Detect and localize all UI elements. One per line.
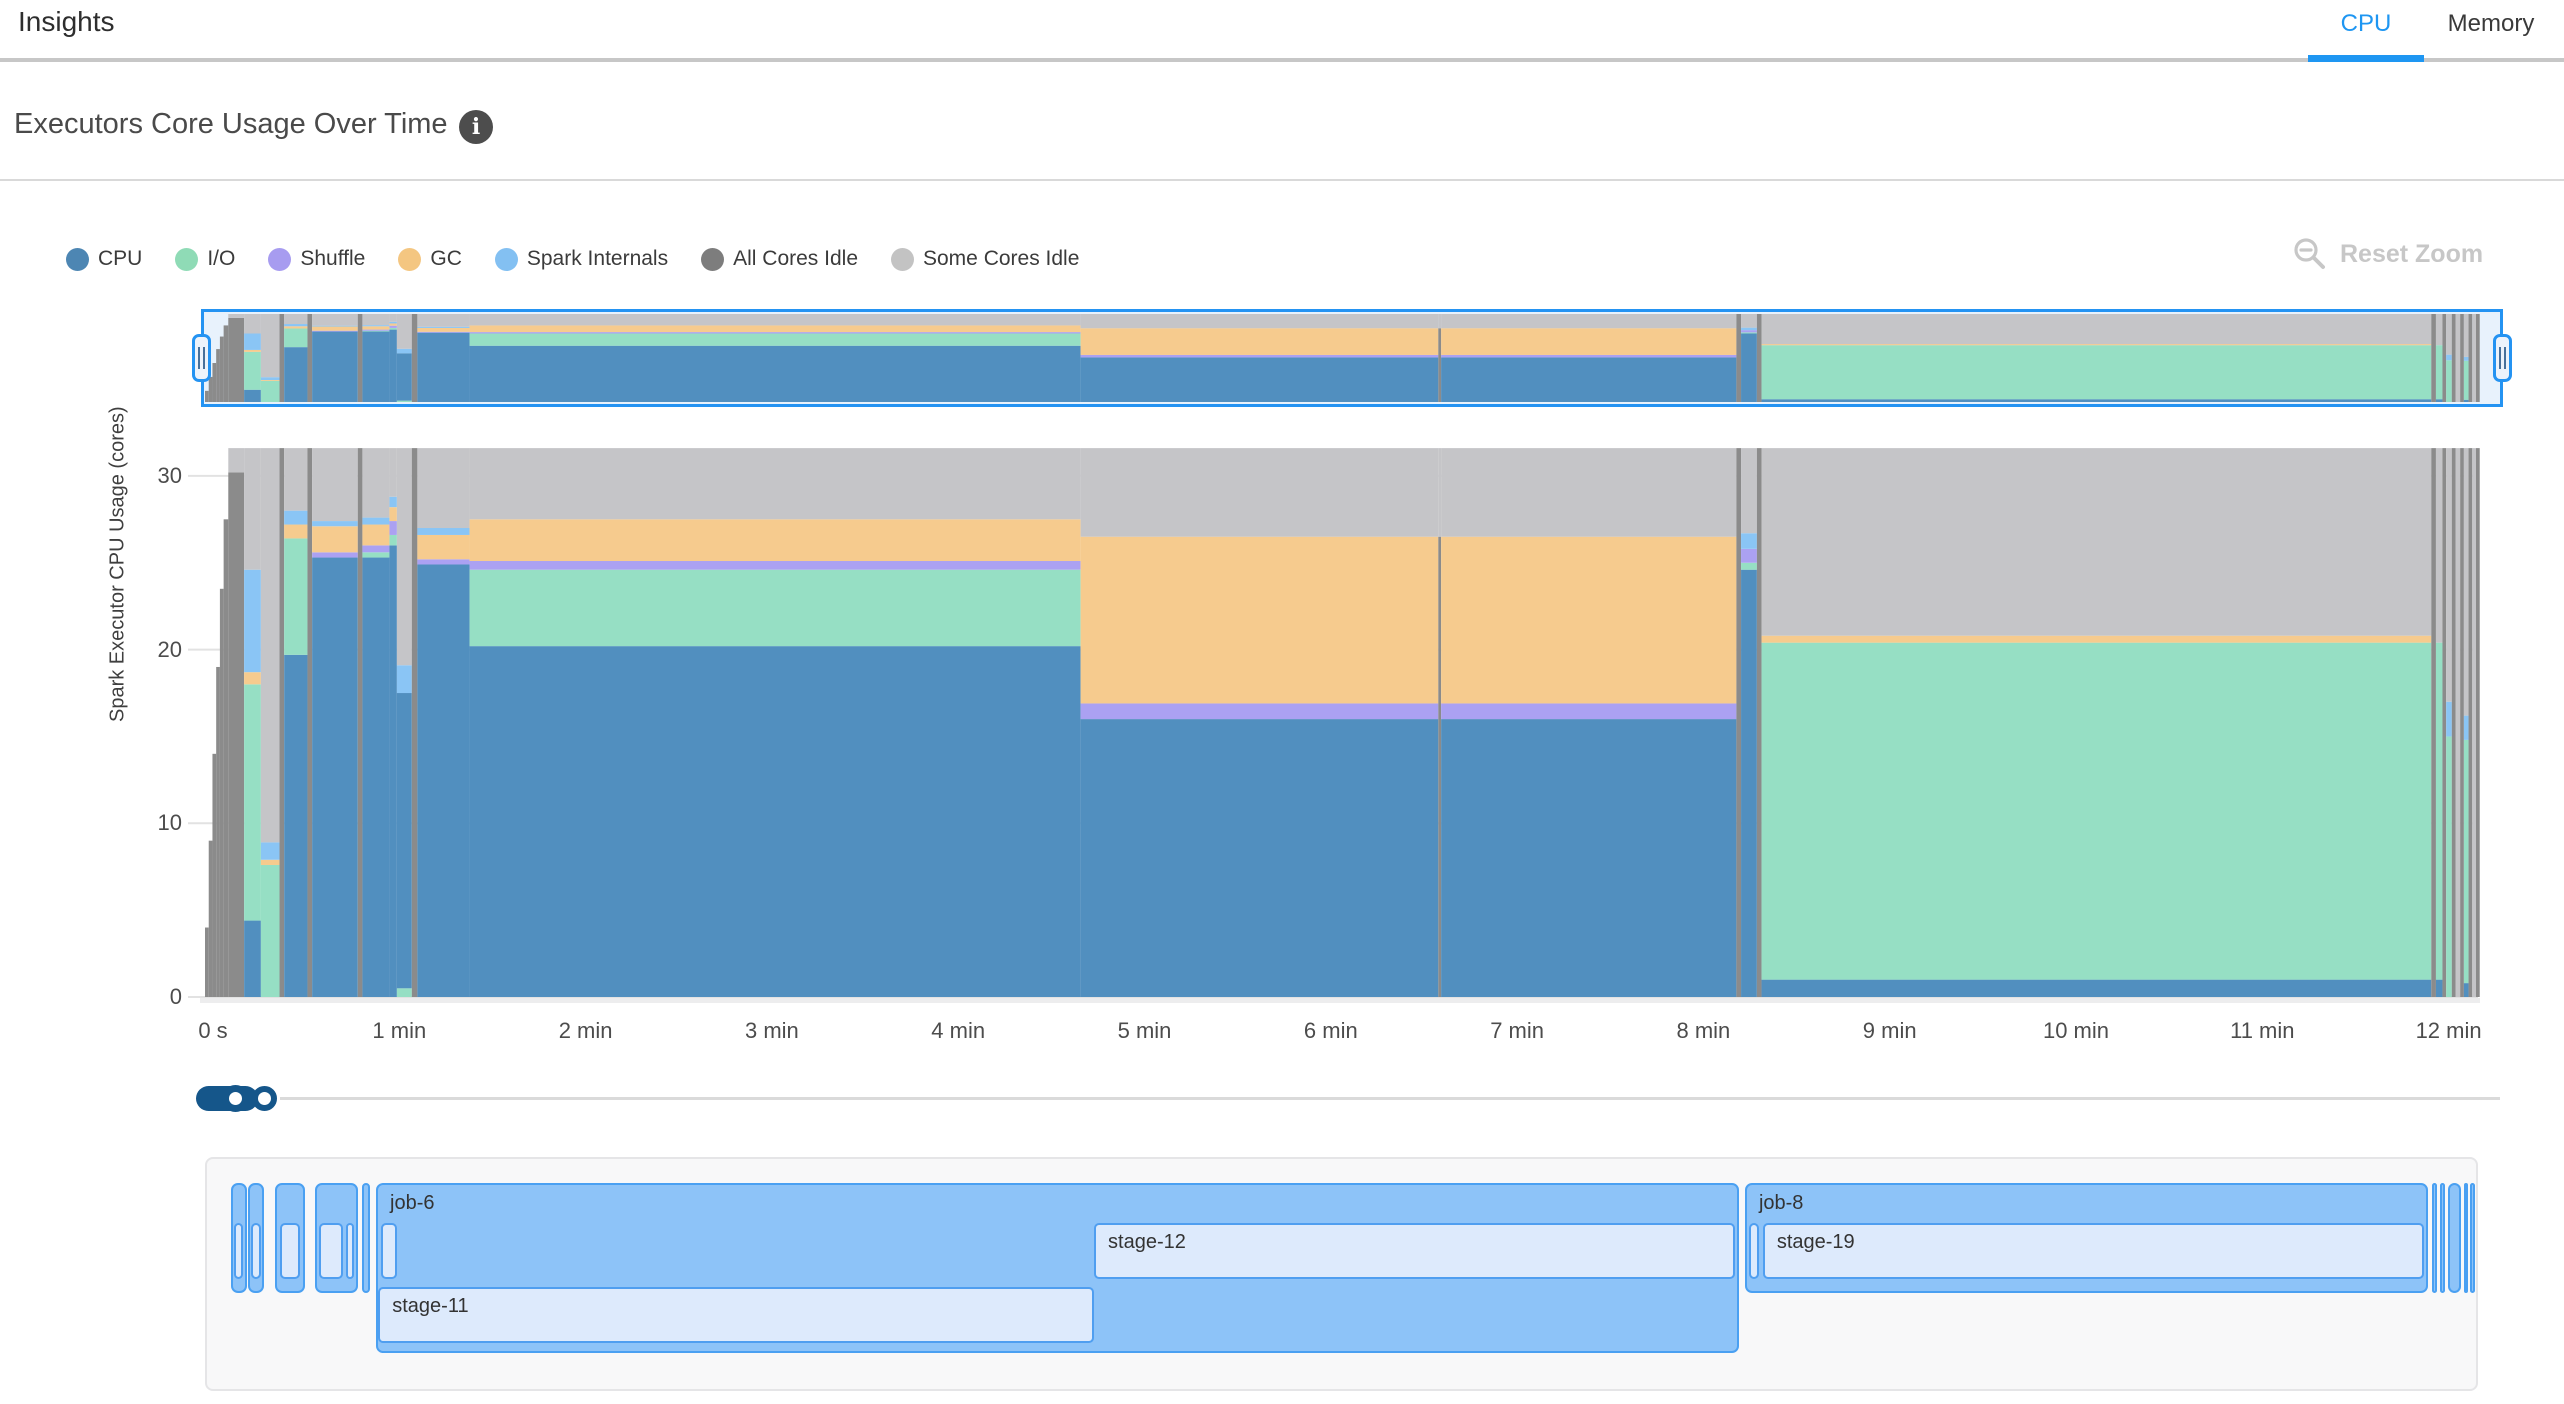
legend-item-allIdle[interactable]: All Cores Idle <box>701 247 858 271</box>
page-title: Insights <box>18 6 115 37</box>
stage-label: stage-11 <box>392 1295 469 1317</box>
legend-label: I/O <box>207 247 236 270</box>
info-icon[interactable]: i <box>459 110 493 144</box>
job-bar[interactable] <box>2432 1183 2438 1293</box>
x-tick-3: 3 min <box>744 1018 799 1043</box>
job-bar[interactable] <box>2440 1183 2446 1293</box>
x-tick-12: 12 min <box>2415 1018 2482 1043</box>
job-bar[interactable] <box>2470 1183 2476 1293</box>
x-tick-6: 6 min <box>1303 1018 1358 1043</box>
legend-item-gc[interactable]: GC <box>398 247 462 271</box>
active-tab-underline <box>2308 55 2424 62</box>
chart-areas <box>205 448 2480 997</box>
stage-bar[interactable] <box>233 1223 244 1279</box>
io-legend-dot-icon <box>175 247 199 271</box>
brush-handle-left[interactable] <box>192 334 211 382</box>
cpu-usage-chart[interactable] <box>0 430 2564 1020</box>
x-tick-5: 5 min <box>1117 1018 1172 1043</box>
legend-label: All Cores Idle <box>733 247 858 270</box>
y-tick-0: 0 <box>169 984 182 1009</box>
gc-legend-dot-icon <box>398 247 422 271</box>
header-divider <box>0 58 2564 62</box>
section-divider <box>0 179 2564 181</box>
stage-bar-stage-11[interactable]: stage-11 <box>378 1287 1094 1343</box>
y-tick-20: 20 <box>157 636 182 662</box>
y-tick-30: 30 <box>157 462 182 488</box>
job-bar[interactable] <box>2448 1183 2462 1293</box>
stage-bar[interactable] <box>345 1223 355 1279</box>
y-tick-10: 10 <box>157 810 182 836</box>
tab-cpu[interactable]: CPU <box>2340 10 2392 37</box>
zoom-slider-track[interactable] <box>280 1097 2500 1100</box>
legend-label: GC <box>430 247 462 270</box>
zoom-slider-ring[interactable] <box>252 1086 277 1111</box>
brush-handle-right[interactable] <box>2493 334 2512 382</box>
legend-label: Shuffle <box>300 247 366 270</box>
legend-item-cpu[interactable]: CPU <box>66 247 142 271</box>
stage-bar[interactable] <box>1748 1223 1759 1279</box>
cpu-legend-dot-icon <box>66 247 89 271</box>
zoom-slider-knob[interactable] <box>222 1085 249 1112</box>
x-tick-4: 4 min <box>931 1018 986 1043</box>
stage-label: stage-19 <box>1776 1231 1855 1253</box>
x-tick-9: 9 min <box>1862 1018 1917 1043</box>
legend-item-shuffle[interactable]: Shuffle <box>268 247 365 271</box>
stage-bar[interactable] <box>381 1223 398 1279</box>
legend-item-someIdle[interactable]: Some Cores Idle <box>891 247 1079 271</box>
job-bar[interactable] <box>2464 1183 2469 1293</box>
job-label: job-8 <box>1758 1192 1804 1214</box>
si-legend-dot-icon <box>494 247 518 271</box>
tab-memory[interactable]: Memory <box>2447 10 2535 37</box>
x-tick-0: 0 s <box>198 1018 228 1043</box>
job-bar[interactable] <box>362 1183 371 1293</box>
zoom-out-icon <box>2292 236 2328 272</box>
overview-chart-areas <box>205 314 2480 402</box>
stage-bar-stage-12[interactable]: stage-12 <box>1094 1223 1735 1279</box>
someIdle-legend-dot-icon <box>891 247 914 271</box>
legend-label: Some Cores Idle <box>923 247 1080 270</box>
stage-label: stage-12 <box>1108 1231 1186 1253</box>
reset-zoom-label: Reset Zoom <box>2340 239 2484 268</box>
x-tick-11: 11 min <box>2230 1018 2295 1043</box>
reset-zoom-button[interactable]: Reset Zoom <box>2292 236 2483 272</box>
shuffle-legend-dot-icon <box>268 247 292 271</box>
x-tick-1: 1 min <box>372 1018 427 1043</box>
section-title: Executors Core Usage Over Time <box>14 108 448 140</box>
x-tick-8: 8 min <box>1676 1018 1731 1043</box>
stage-bar[interactable] <box>318 1223 343 1279</box>
legend-label: Spark Internals <box>526 247 669 270</box>
x-tick-10: 10 min <box>2042 1018 2110 1043</box>
legend-item-io[interactable]: I/O <box>175 247 235 271</box>
stage-bar[interactable] <box>279 1223 300 1279</box>
legend-item-si[interactable]: Spark Internals <box>494 247 669 271</box>
legend-label: CPU <box>98 247 143 270</box>
stage-bar[interactable] <box>250 1223 261 1279</box>
x-tick-7: 7 min <box>1490 1018 1544 1043</box>
allIdle-legend-dot-icon <box>701 247 725 271</box>
overview-brush-chart[interactable] <box>192 309 2512 407</box>
chart-legend: CPU I/O Shuffle GC Spark Internals All Cores … <box>66 247 1079 271</box>
job-label: job-6 <box>390 1192 435 1214</box>
stage-bar-stage-19[interactable]: stage-19 <box>1762 1223 2424 1279</box>
x-tick-2: 2 min <box>558 1018 613 1043</box>
